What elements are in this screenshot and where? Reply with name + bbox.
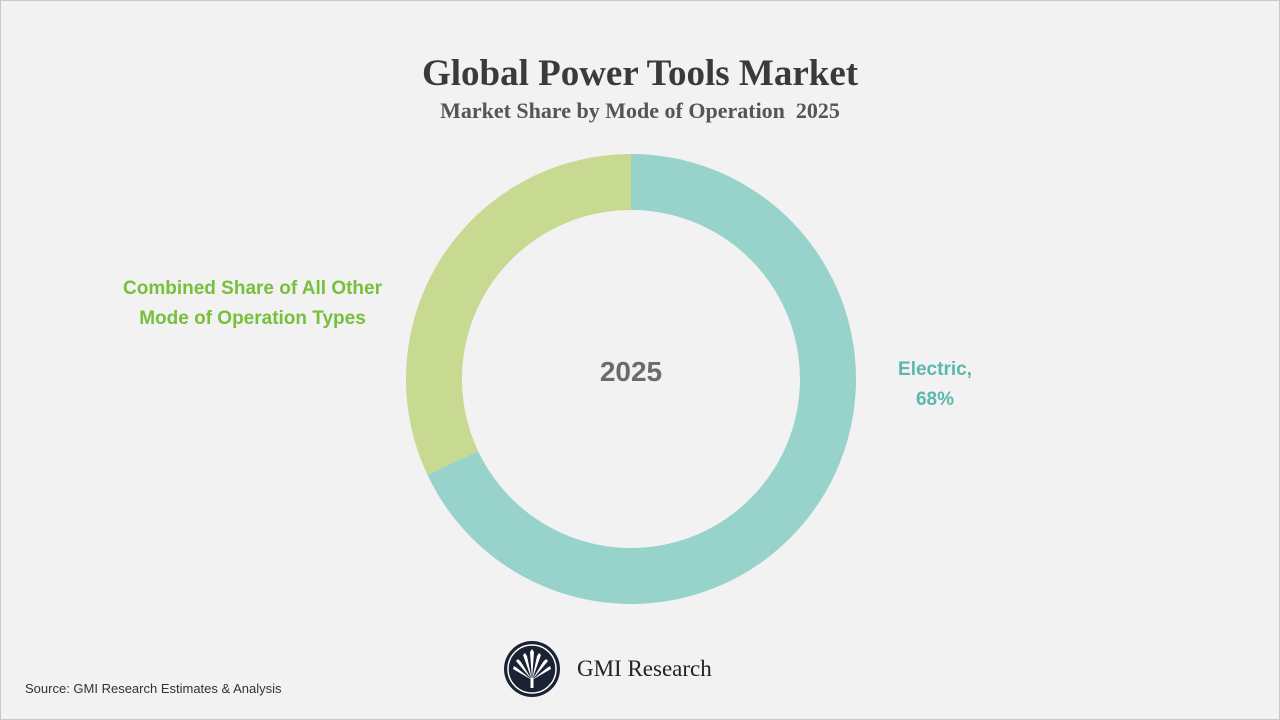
source-note: Source: GMI Research Estimates & Analysi… [25,681,282,696]
center-label: 2025 [599,356,663,387]
donut-slice-1 [406,154,631,475]
slice-label-other: Combined Share of All Other Mode of Oper… [100,274,405,334]
chart-title: Global Power Tools Market [421,53,859,94]
brand-name: GMI Research [577,656,712,681]
slice-label-electric: Electric, 68% [880,355,990,415]
gmi-logo-icon [504,641,560,697]
slice-label-other-text: Combined Share of All Other Mode of Oper… [123,278,382,329]
slice-label-electric-value: 68% [915,389,955,410]
chart-subtitle: Market Share by Mode of Operation 2025 [440,98,840,123]
slice-label-electric-name: Electric, [898,359,972,380]
